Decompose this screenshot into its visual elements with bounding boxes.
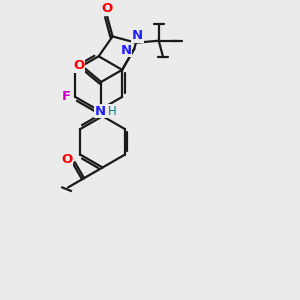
Text: N: N — [132, 29, 143, 42]
Text: N: N — [121, 44, 132, 57]
Text: O: O — [74, 59, 85, 72]
Text: O: O — [101, 2, 112, 15]
Text: O: O — [61, 153, 72, 166]
Text: H: H — [108, 104, 116, 118]
Text: N: N — [95, 104, 106, 118]
Text: F: F — [61, 90, 71, 103]
